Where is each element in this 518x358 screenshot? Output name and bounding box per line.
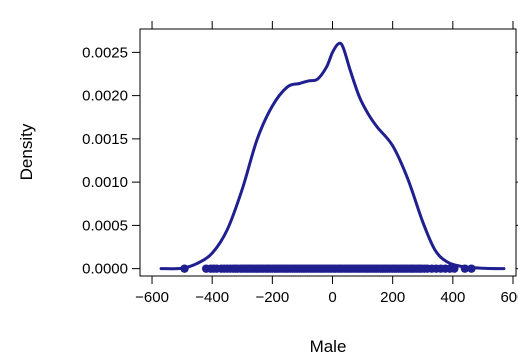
- y-axis-right: [516, 51, 518, 270]
- x-tick-label: 400: [440, 289, 465, 306]
- x-axis: −600 −400 −200 0 200 400 600: [135, 276, 518, 306]
- x-tick-label: −400: [195, 289, 229, 306]
- rug-point: [467, 264, 476, 273]
- density-curve-line: [159, 41, 506, 271]
- x-tick-label: 0: [328, 289, 336, 306]
- x-tick-label: 600: [500, 289, 518, 306]
- y-axis: 0.0000 0.0005 0.0010 0.0015 0.0020 0.0025: [82, 44, 140, 278]
- y-tick-label: 0.0000: [82, 261, 128, 278]
- rug-point: [460, 264, 470, 273]
- y-tick-label: 0.0015: [82, 131, 128, 148]
- y-axis-title: Density: [17, 123, 36, 180]
- rug-point: [180, 264, 189, 273]
- x-tick-label: −600: [135, 289, 169, 306]
- y-tick-label: 0.0025: [82, 44, 128, 61]
- rug-point: [450, 264, 459, 273]
- y-tick-label: 0.0020: [82, 88, 128, 105]
- rug-points: [180, 264, 476, 273]
- x-axis-top: [151, 21, 514, 29]
- plot-frame: [139, 28, 517, 277]
- x-tick-label: −200: [255, 289, 289, 306]
- y-tick-label: 0.0010: [82, 174, 128, 191]
- x-axis-title: Male: [310, 337, 347, 356]
- y-tick-label: 0.0005: [82, 217, 128, 234]
- x-tick-label: 200: [380, 289, 405, 306]
